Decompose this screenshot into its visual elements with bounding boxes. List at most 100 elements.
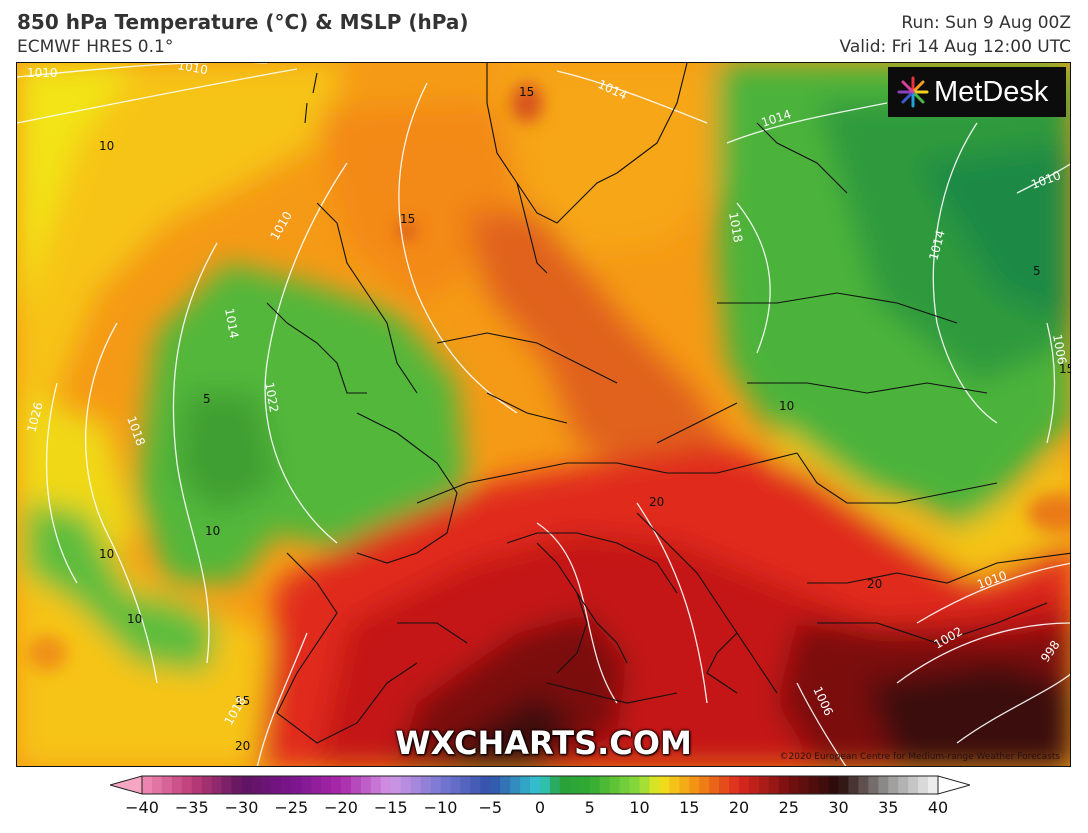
- colorbar-cell: [629, 776, 640, 794]
- colorbar-cell: [739, 776, 750, 794]
- colorbar-cell: [430, 776, 441, 794]
- map-canvas: 10 15 15 10 5 10 10 10 15 20 20 15 20 5 …: [17, 63, 1070, 766]
- colorbar-cell: [321, 776, 332, 794]
- colorbar-cell: [928, 776, 939, 794]
- colorbar-min-arrow-outline: [110, 775, 143, 795]
- colorbar-tick-label: −20: [324, 798, 358, 817]
- colorbar-cell: [400, 776, 412, 794]
- colorbar-cell: [878, 776, 889, 794]
- colorbar-cell: [171, 776, 183, 794]
- colorbar-cell: [261, 776, 272, 794]
- colorbar-cell: [649, 776, 660, 794]
- colorbar-tick-label: −40: [125, 798, 159, 817]
- colorbar-cell: [768, 776, 780, 794]
- colorbar-cell: [281, 776, 292, 794]
- colorbar-cell: [659, 776, 670, 794]
- colorbar-cell: [520, 776, 531, 794]
- colorbar-cell: [470, 776, 481, 794]
- colorbar-cell: [828, 776, 839, 794]
- isobar-label: 1010: [27, 66, 58, 80]
- colorbar-tick-label: 10: [629, 798, 650, 817]
- colorbar-cell: [231, 776, 242, 794]
- colorbar-cell: [480, 776, 491, 794]
- isobar-label: 1018: [726, 211, 745, 244]
- colorbar-cell: [530, 776, 541, 794]
- colorbar-cell: [808, 776, 819, 794]
- valid-time: Valid: Fri 14 Aug 12:00 UTC: [839, 37, 1071, 57]
- colorbar-cell: [500, 776, 511, 794]
- colorbar-cell: [341, 776, 352, 794]
- colorbar-cell: [301, 776, 312, 794]
- colorbar-cells: [142, 776, 939, 794]
- colorbar-cell: [161, 776, 173, 794]
- colorbar-cell: [440, 776, 451, 794]
- colorbar-cell: [758, 776, 770, 794]
- colorbar-cell: [729, 776, 740, 794]
- colorbar-cell: [908, 776, 919, 794]
- colorbar-cell: [748, 776, 760, 794]
- colorbar-cell: [699, 776, 710, 794]
- colorbar-cell: [211, 776, 222, 794]
- colorbar-cell: [898, 776, 909, 794]
- colorbar-tick-label: 35: [878, 798, 899, 817]
- weather-map: 10 15 15 10 5 10 10 10 15 20 20 15 20 5 …: [16, 62, 1071, 767]
- temp-label: 20: [649, 495, 664, 509]
- temp-label: 10: [779, 399, 794, 413]
- isobars: [17, 63, 1070, 766]
- colorbar-cell: [639, 776, 650, 794]
- colorbar-cell: [291, 776, 302, 794]
- colorbar-cell: [619, 776, 630, 794]
- colorbar-cell: [818, 776, 829, 794]
- colorbar-cell: [778, 776, 790, 794]
- colorbar-tick-label: 30: [828, 798, 849, 817]
- colorbar-cell: [251, 776, 262, 794]
- colorbar-cell: [579, 776, 591, 794]
- colorbar-cell: [490, 776, 501, 794]
- colorbar-cell: [788, 776, 800, 794]
- temp-label: 10: [99, 139, 114, 153]
- colorbar-tick-label: −15: [373, 798, 408, 817]
- colorbar-cell: [848, 776, 859, 794]
- temp-label: 10: [205, 524, 220, 538]
- colorbar-cell: [838, 776, 849, 794]
- colorbar-cell: [201, 776, 213, 794]
- colorbar-cell: [370, 776, 382, 794]
- colorbar-cell: [569, 776, 581, 794]
- colorbar-min-arrow: [110, 776, 142, 794]
- colorbar-cell: [918, 776, 929, 794]
- temp-label: 15: [519, 85, 534, 99]
- colorbar-tick-label: −10: [423, 798, 458, 817]
- colorbar-tick-label: −25: [274, 798, 309, 817]
- temp-label: 5: [203, 392, 211, 406]
- colorbar-cell: [221, 776, 232, 794]
- watermark: WXCHARTS.COM: [395, 724, 692, 762]
- colorbar-cell: [350, 776, 362, 794]
- colorbar-cell: [689, 776, 700, 794]
- isobar-label: 1014: [222, 307, 241, 340]
- metdesk-logo: MetDesk: [888, 67, 1066, 117]
- colorbar-cell: [390, 776, 402, 794]
- colorbar: [110, 775, 970, 795]
- colorbar-cell: [589, 776, 601, 794]
- colorbar-tick-label: −35: [174, 798, 209, 817]
- colorbar-cell: [142, 776, 153, 794]
- colorbar-tick-label: 5: [584, 798, 595, 817]
- colorbar-cell: [271, 776, 282, 794]
- colorbar-cell: [549, 776, 561, 794]
- colorbar-cell: [331, 776, 342, 794]
- colorbar-cell: [450, 776, 461, 794]
- model-label: ECMWF HRES 0.1°: [17, 37, 174, 57]
- colorbar-tick-label: 0: [534, 798, 546, 817]
- colorbar-cell: [181, 776, 193, 794]
- colorbar-tick-label: −5: [478, 798, 503, 817]
- colorbar-cell: [360, 776, 372, 794]
- colorbar-cell: [719, 776, 730, 794]
- colorbar-cell: [311, 776, 322, 794]
- colorbar-cell: [420, 776, 431, 794]
- colorbar-cell: [709, 776, 720, 794]
- run-time: Run: Sun 9 Aug 00Z: [901, 13, 1071, 33]
- coastlines: [266, 63, 1070, 744]
- colorbar-tick-label: 15: [679, 798, 700, 817]
- colorbar-cell: [669, 776, 680, 794]
- temp-label: 5: [1033, 264, 1041, 278]
